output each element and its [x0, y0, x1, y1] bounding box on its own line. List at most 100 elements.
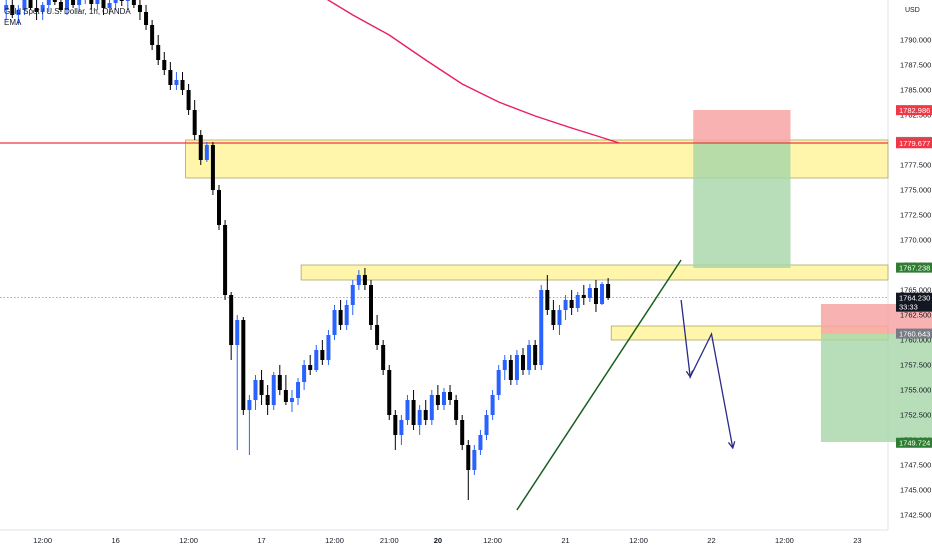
time-tick-label: 21	[561, 536, 569, 545]
price-tick-label: 1755.000	[900, 386, 931, 395]
candle-body	[28, 0, 33, 8]
candle-body	[387, 370, 392, 415]
candle-body	[192, 110, 197, 135]
candle-body	[533, 345, 538, 365]
take-profit-box	[820, 334, 932, 442]
candle-body	[332, 310, 337, 335]
candle-body	[144, 12, 149, 25]
candle-body	[593, 288, 598, 304]
price-badge-label: 1782.986	[899, 106, 930, 115]
stop-loss-box	[693, 110, 791, 142]
supply-demand-zone	[300, 264, 889, 281]
candle-body	[150, 25, 155, 45]
candle-body	[10, 5, 15, 15]
candle-body	[16, 10, 21, 15]
candle-body	[514, 355, 519, 380]
candle-body	[454, 400, 459, 420]
price-tick-label: 1770.000	[900, 236, 931, 245]
price-badge-label: 1767.238	[899, 263, 930, 272]
chart-legend: Gold Spot / U.S. Dollar, 1h, OANDA EMA	[4, 6, 131, 28]
time-tick-label: 12:00	[775, 536, 794, 545]
candle-body	[89, 0, 94, 4]
candle-body	[265, 395, 270, 405]
candle-body	[107, 3, 112, 8]
candle-body	[460, 420, 465, 445]
price-badge-label: 1749.724	[899, 439, 930, 448]
candle-body	[241, 320, 246, 410]
candle-body	[131, 0, 136, 6]
price-tick-label: 1790.000	[900, 36, 931, 45]
candle-body	[478, 435, 483, 450]
candle-body	[65, 0, 69, 10]
candle-body	[4, 5, 9, 10]
candle-body	[34, 8, 39, 12]
price-tick-label: 1777.500	[900, 161, 931, 170]
candle-body	[253, 380, 258, 400]
time-tick-label: 22	[707, 536, 715, 545]
price-badge	[896, 328, 932, 339]
trend-line	[516, 259, 682, 511]
candle-body	[52, 0, 57, 2]
candle-body	[326, 335, 331, 360]
candle-body	[101, 0, 106, 8]
price-tick-label: 1765.000	[900, 286, 931, 295]
candle-body	[235, 320, 240, 345]
symbol-title[interactable]: Gold Spot / U.S. Dollar, 1h, OANDA	[4, 7, 131, 16]
price-tick-label: 1772.500	[900, 211, 931, 220]
candle-body	[381, 345, 386, 370]
candle-body	[356, 275, 361, 285]
candle-body	[210, 145, 215, 190]
candle-body	[283, 390, 288, 402]
time-tick-label: 21:00	[380, 536, 399, 545]
candle-body	[113, 0, 118, 3]
time-tick-label: 17	[257, 536, 265, 545]
candle-body	[496, 370, 501, 395]
candle-body	[563, 300, 568, 310]
candle-body	[71, 0, 76, 5]
candle-body	[289, 398, 294, 402]
candle-body	[490, 395, 495, 415]
candle-body	[545, 290, 550, 310]
ema-line	[326, 0, 620, 144]
price-tick-label: 1747.500	[900, 461, 931, 470]
indicator-label[interactable]: EMA	[4, 18, 22, 27]
projection-arrow-head	[685, 370, 694, 379]
candle-body	[58, 2, 63, 10]
price-tick-label: 1787.500	[900, 61, 931, 70]
price-badge-label: 1760.643	[899, 329, 930, 338]
candle-body	[95, 0, 100, 4]
candle-body	[77, 0, 82, 6]
price-tick-label: 1752.500	[900, 411, 931, 420]
candle-body	[277, 375, 282, 390]
currency-label[interactable]: USD	[905, 7, 920, 14]
candle-body	[40, 5, 45, 12]
candle-body	[557, 310, 562, 325]
candle-body	[350, 285, 355, 305]
time-tick-label: 12:00	[179, 536, 198, 545]
price-tick-label: 1745.000	[900, 486, 931, 495]
candle-body	[448, 392, 453, 400]
price-tick-label: 1757.500	[900, 361, 931, 370]
time-tick-label: 12:00	[33, 536, 52, 545]
candle-body	[435, 395, 440, 405]
candle-body	[581, 295, 586, 298]
candle-body	[156, 45, 161, 60]
candle-body	[125, 0, 130, 1]
candle-body	[587, 288, 592, 298]
candle-body	[539, 290, 544, 365]
price-badge-label: 1779.677	[899, 139, 930, 148]
projection-arrow-head	[727, 441, 736, 450]
candle-body	[369, 285, 373, 325]
candle-body	[259, 380, 264, 395]
candle-body	[606, 284, 611, 298]
candle-body	[527, 345, 532, 370]
projection-path	[680, 299, 734, 449]
candle-body	[320, 350, 325, 360]
time-tick-label: 12:00	[325, 536, 344, 545]
price-tick-label: 1775.000	[900, 186, 931, 195]
price-tick-label: 1760.000	[900, 336, 931, 345]
candle-body	[198, 135, 203, 160]
candle-body	[296, 382, 301, 398]
candle-body	[508, 360, 513, 380]
